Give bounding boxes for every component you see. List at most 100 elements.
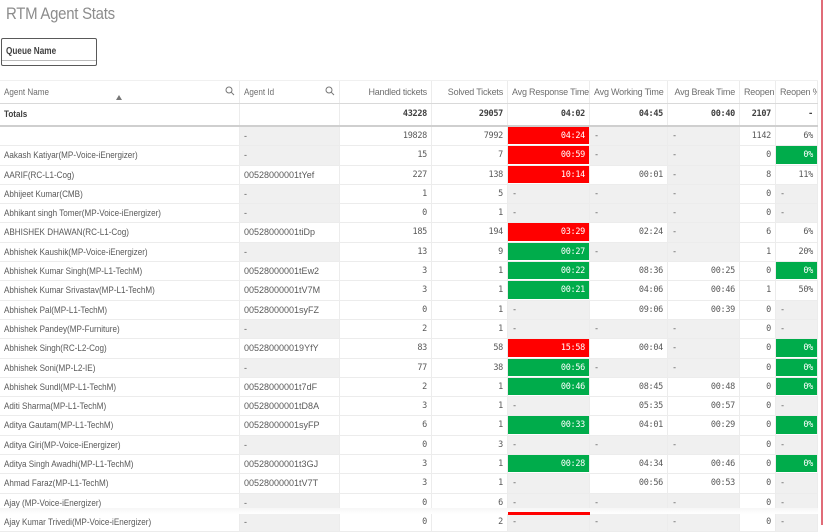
agent-id-cell[interactable]: 00528000001tD8A — [240, 397, 340, 416]
agent-name-cell[interactable]: Ajay Kumar Trivedi(MP-Voice-iEnergizer) — [0, 512, 240, 532]
table-row[interactable]: Abhikant singh Tomer(MP-Voice-iEnergizer… — [0, 204, 818, 224]
reopen-cell: 0 — [740, 319, 776, 339]
agent-id-cell[interactable]: 00528000001tEw2 — [240, 262, 340, 281]
avg-break-cell: - — [668, 165, 740, 184]
agent-name-cell[interactable]: Abhishek Kaushik(MP-Voice-iEnergizer) — [0, 242, 240, 262]
avg-response-cell: 00:27 — [508, 242, 590, 262]
table-row[interactable]: Abhishek Kaushik(MP-Voice-iEnergizer) -13… — [0, 242, 818, 263]
avg-response-cell: 00:22 — [508, 262, 590, 281]
agent-name-cell[interactable]: Ahmad Faraz(MP-L1-TechM) — [0, 474, 240, 493]
table-row[interactable]: Abhijeet Kumar(CMB) -1 5- - -0- — [0, 184, 818, 205]
search-icon[interactable] — [225, 86, 235, 96]
agent-name-cell[interactable]: Aakash Katiyar(MP-Voice-iEnergizer) — [0, 146, 240, 165]
agent-id-cell[interactable]: - — [240, 204, 340, 223]
agent-id-cell[interactable]: - — [240, 435, 340, 455]
header-agent-name[interactable]: Agent Name — [0, 81, 240, 103]
table-row[interactable]: Abhishek Pandey(MP-Furniture) -2 1- - -0- — [0, 319, 818, 340]
header-reopen-pct[interactable]: Reopen % — [776, 81, 818, 103]
table-row[interactable]: ABHISHEK DHAWAN(RC-L1-Cog) 00528000001tiD… — [0, 223, 818, 243]
agent-id-cell[interactable]: 005280000019YfY — [240, 339, 340, 358]
agent-name-cell[interactable]: Abhishek Singh(RC-L2-Cog) — [0, 339, 240, 358]
avg-response-cell: - — [508, 204, 590, 223]
table-row[interactable]: Abhishek Sundl(MP-L1-TechM) 00528000001t7… — [0, 377, 818, 398]
header-reopen[interactable]: Reopen — [740, 81, 776, 103]
agent-id-cell[interactable]: - — [240, 184, 340, 204]
header-avg-break-time[interactable]: Avg Break Time — [668, 81, 740, 103]
reopen-cell: 0 — [740, 184, 776, 204]
handled-cell: 3 — [340, 281, 432, 300]
header-agent-id[interactable]: Agent Id — [240, 81, 340, 103]
search-icon[interactable] — [325, 86, 335, 96]
agent-id-cell[interactable]: 00528000001tV7T — [240, 474, 340, 493]
table-row[interactable]: Abhishek Kumar Srivastav(MP-L1-TechM) 005… — [0, 281, 818, 301]
agent-id-cell[interactable]: - — [240, 358, 340, 377]
avg-break-cell: - — [668, 339, 740, 358]
agent-name-cell[interactable]: Abhishek Pandey(MP-Furniture) — [0, 319, 240, 339]
table-row[interactable]: Aditya Singh Awadhi(MP-L1-TechM) 00528000… — [0, 455, 818, 475]
agent-name-cell[interactable]: Ajay (MP-Voice-iEnergizer) — [0, 493, 240, 512]
header-solved-tickets[interactable]: Solved Tickets — [432, 81, 508, 103]
avg-response-cell: - — [508, 474, 590, 493]
agent-id-cell[interactable]: 00528000001tV7M — [240, 281, 340, 300]
agent-name-cell[interactable] — [0, 127, 240, 146]
avg-working-cell: - — [590, 146, 668, 165]
table-row[interactable]: Ajay Kumar Trivedi(MP-Voice-iEnergizer) -… — [0, 512, 818, 532]
table-row[interactable]: Abhishek Soni(MP-L2-IE) -77 38 00:56- -0 0% — [0, 358, 818, 378]
agent-id-cell[interactable]: 00528000001syFP — [240, 416, 340, 435]
agent-id-cell[interactable]: - — [240, 493, 340, 512]
avg-response-cell: - — [508, 397, 590, 416]
agent-name-cell[interactable]: Abhishek Sundl(MP-L1-TechM) — [0, 377, 240, 397]
agent-name-cell[interactable]: Abhishek Kumar Srivastav(MP-L1-TechM) — [0, 281, 240, 300]
reopen-pct-cell: - — [776, 204, 818, 223]
agent-id-cell[interactable]: - — [240, 242, 340, 262]
avg-response-cell: 10:14 — [508, 165, 590, 184]
agent-id-cell[interactable]: 00528000001tYef — [240, 165, 340, 184]
header-handled-tickets[interactable]: Handled tickets — [340, 81, 432, 103]
handled-cell: 227 — [340, 165, 432, 184]
table-row[interactable]: AARIF(RC-L1-Cog) 00528000001tYef 227 138 10:… — [0, 165, 818, 185]
table-row[interactable]: Ahmad Faraz(MP-L1-TechM) 00528000001tV7T 3… — [0, 474, 818, 494]
agent-name-cell[interactable]: Abhishek Pal(MP-L1-TechM) — [0, 300, 240, 319]
agent-name-cell[interactable]: AARIF(RC-L1-Cog) — [0, 165, 240, 184]
agent-id-cell[interactable]: - — [240, 319, 340, 339]
table-row[interactable]: Abhishek Singh(RC-L2-Cog) 005280000019YfY… — [0, 339, 818, 359]
table-row[interactable]: Ajay (MP-Voice-iEnergizer) -0 6- - -0- — [0, 493, 818, 513]
table-body: -19828 7992 04:24- -1142 6% Aakash Katiyar(MP… — [0, 127, 818, 532]
reopen-cell: 6 — [740, 223, 776, 242]
agent-id-cell[interactable]: 00528000001t3GJ — [240, 455, 340, 474]
solved-cell: 7 — [432, 146, 508, 165]
table-row[interactable]: Abhishek Pal(MP-L1-TechM) 00528000001syFZ… — [0, 300, 818, 320]
agent-name-cell[interactable]: ABHISHEK DHAWAN(RC-L1-Cog) — [0, 223, 240, 242]
agent-name-cell[interactable]: Abhishek Kumar Singh(MP-L1-TechM) — [0, 262, 240, 281]
queue-name-filter[interactable]: Queue Name — [1, 38, 97, 66]
agent-id-cell[interactable]: - — [240, 146, 340, 165]
agent-name-cell[interactable]: Abhikant singh Tomer(MP-Voice-iEnergizer… — [0, 204, 240, 223]
sort-ascending-icon[interactable] — [116, 95, 122, 100]
agent-name-cell[interactable]: Aditya Giri(MP-Voice-iEnergizer) — [0, 435, 240, 455]
agent-id-cell[interactable]: - — [240, 127, 340, 146]
table-row[interactable]: Aakash Katiyar(MP-Voice-iEnergizer) -15 7 0… — [0, 146, 818, 166]
table-row[interactable]: Aditi Sharma(MP-L1-TechM) 00528000001tD8A… — [0, 397, 818, 417]
agent-id-cell[interactable]: 00528000001syFZ — [240, 300, 340, 319]
header-avg-response-time[interactable]: Avg Response Time — [508, 81, 590, 103]
agent-name-cell[interactable]: Aditi Sharma(MP-L1-TechM) — [0, 397, 240, 416]
table-row[interactable]: Abhishek Kumar Singh(MP-L1-TechM) 0052800… — [0, 262, 818, 282]
table-row[interactable]: Aditya Gautam(MP-L1-TechM) 00528000001syF… — [0, 416, 818, 436]
avg-break-cell: - — [668, 184, 740, 204]
agent-id-cell[interactable]: 00528000001t7dF — [240, 377, 340, 397]
agent-name-cell[interactable]: Abhishek Soni(MP-L2-IE) — [0, 358, 240, 377]
reopen-pct-cell: - — [776, 184, 818, 204]
table-row[interactable]: Aditya Giri(MP-Voice-iEnergizer) -0 3- - -0- — [0, 435, 818, 456]
agent-id-cell[interactable]: 00528000001tiDp — [240, 223, 340, 242]
handled-cell: 83 — [340, 339, 432, 358]
agent-id-cell[interactable]: - — [240, 512, 340, 532]
agent-name-cell[interactable]: Abhijeet Kumar(CMB) — [0, 184, 240, 204]
header-avg-working-time[interactable]: Avg Working Time — [590, 81, 668, 103]
agent-name-cell[interactable]: Aditya Singh Awadhi(MP-L1-TechM) — [0, 455, 240, 474]
avg-break-cell: - — [668, 204, 740, 223]
reopen-pct-cell: 0% — [776, 146, 818, 165]
agent-name-cell[interactable]: Aditya Gautam(MP-L1-TechM) — [0, 416, 240, 435]
avg-response-cell: 00:21 — [508, 281, 590, 300]
avg-response-cell: 15:58 — [508, 339, 590, 358]
table-row[interactable]: -19828 7992 04:24- -1142 6% — [0, 127, 818, 147]
